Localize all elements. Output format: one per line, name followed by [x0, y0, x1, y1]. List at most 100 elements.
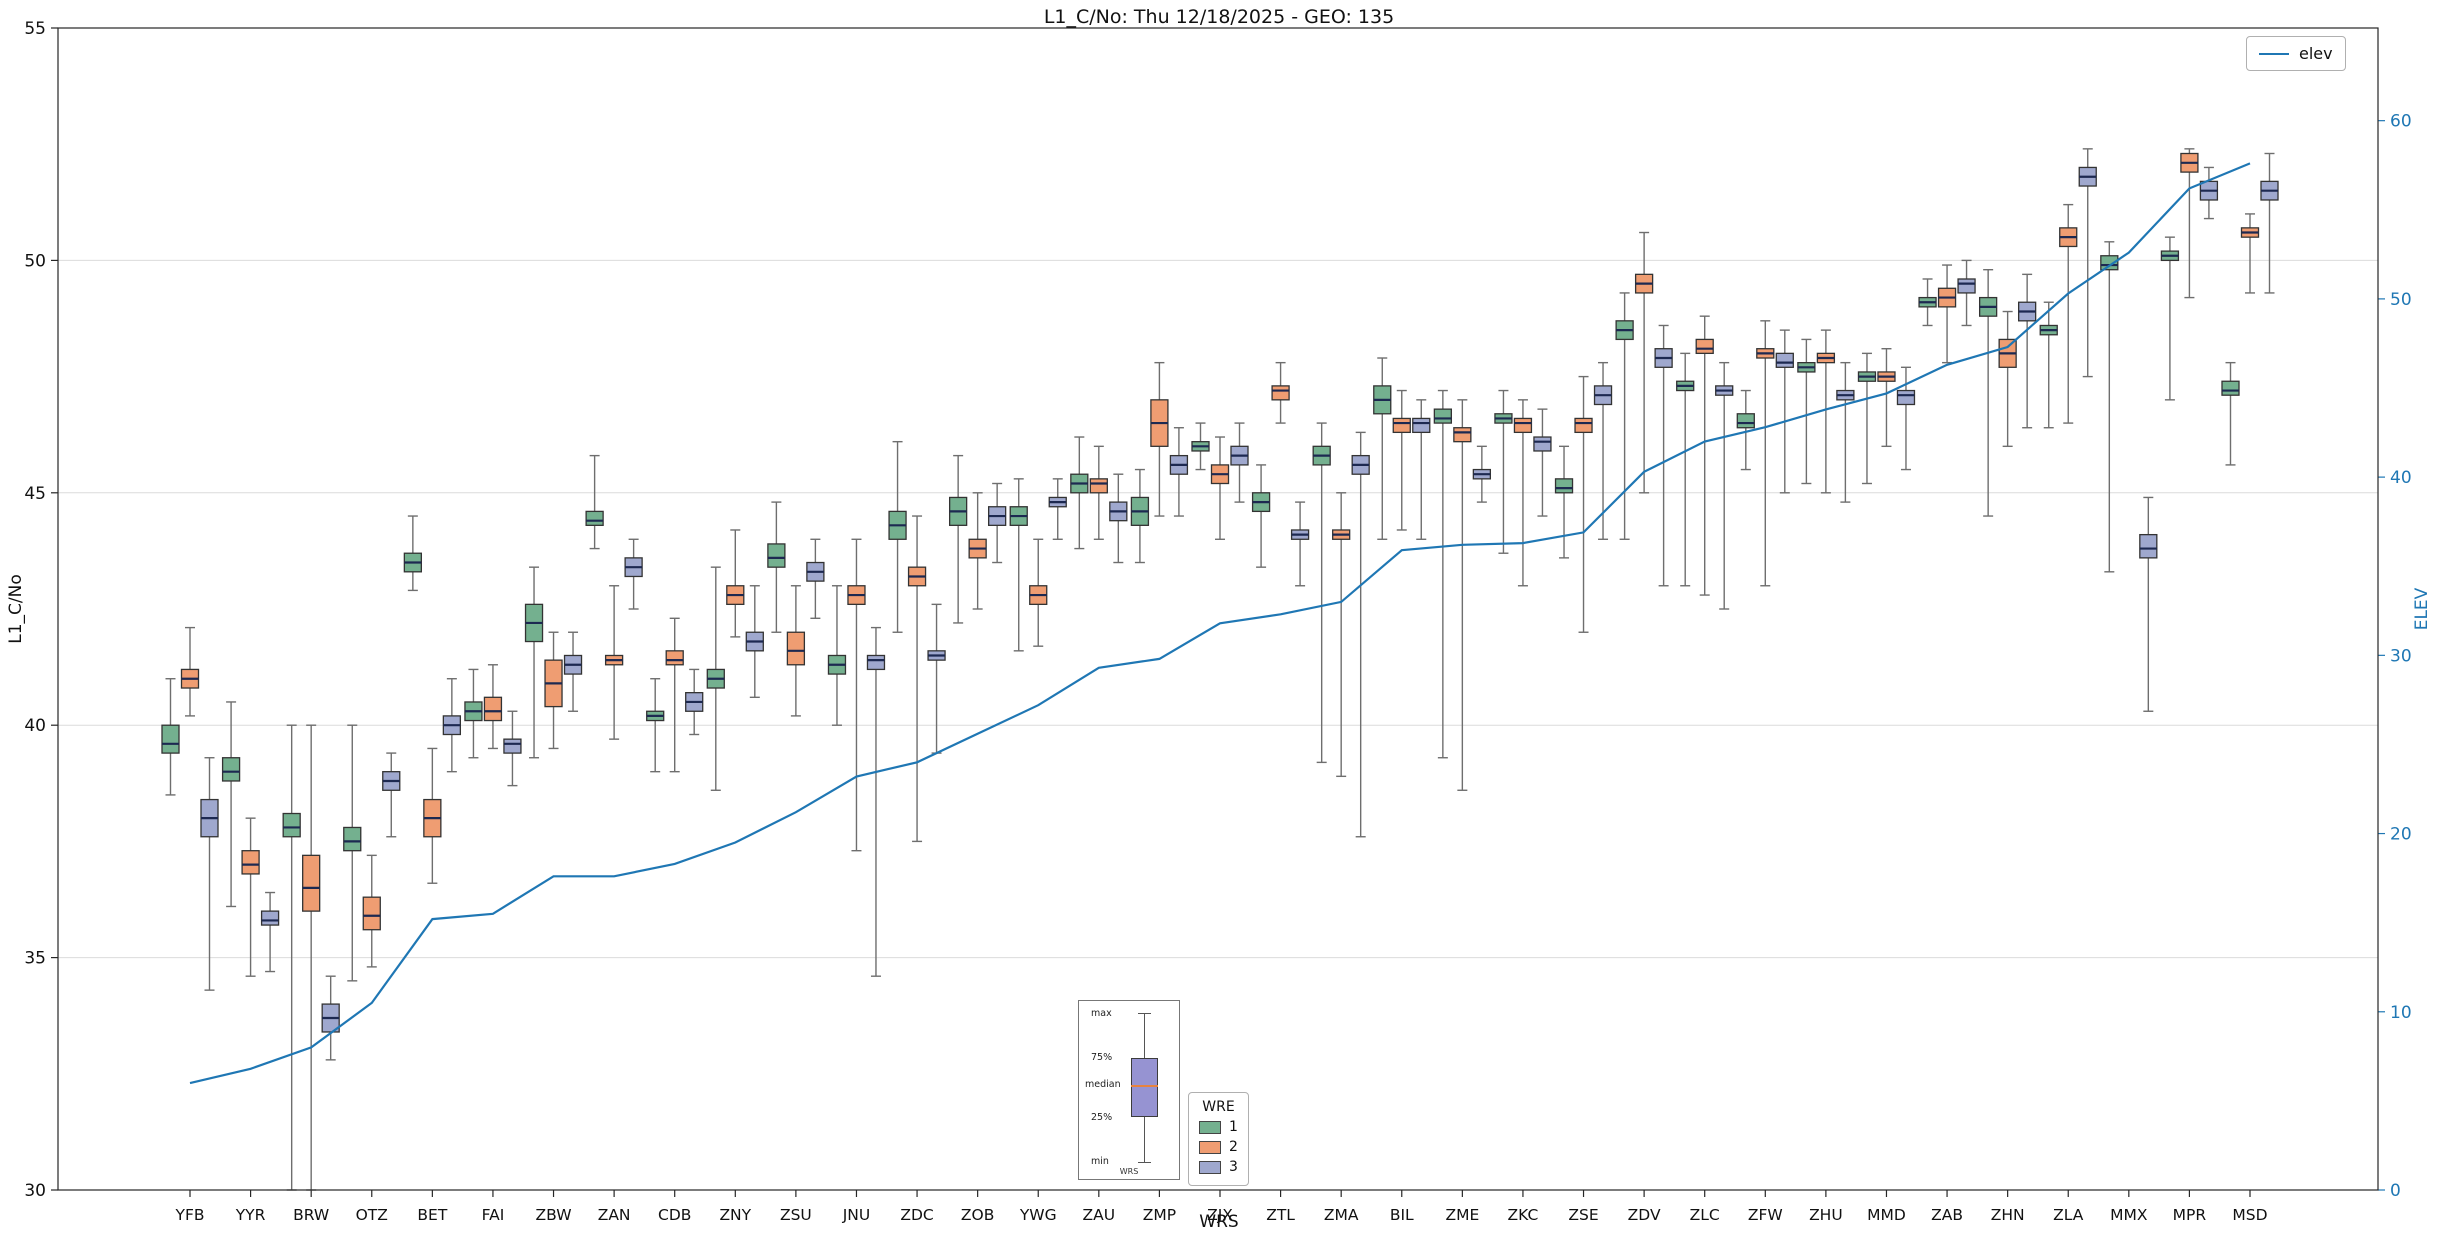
x-tick-label: CDB — [658, 1206, 691, 1224]
x-tick-label: MSD — [2232, 1206, 2267, 1224]
inset-label-median: median — [1085, 1079, 1121, 1090]
inset-caption: WRS — [1119, 1167, 1139, 1176]
box — [2221, 380, 2240, 396]
x-tick-label: YYR — [235, 1206, 266, 1224]
y-tick-label-left: 55 — [24, 19, 46, 39]
box — [241, 850, 260, 875]
y-axis-label-right: ELEV — [2412, 587, 2432, 631]
box — [1695, 338, 1714, 355]
box — [1453, 427, 1472, 443]
y-tick-label-right: 40 — [2390, 468, 2412, 488]
x-tick-label: ZNY — [719, 1206, 751, 1224]
x-tick-label: JNU — [842, 1206, 871, 1224]
box — [786, 631, 806, 666]
x-tick-label: ZMP — [1143, 1206, 1176, 1224]
x-tick-label: MPR — [2173, 1206, 2207, 1224]
x-tick-label: ZLC — [1690, 1206, 1720, 1224]
box — [161, 724, 180, 754]
box — [1574, 417, 1593, 434]
box — [767, 543, 786, 568]
boxplot-anatomy-inset: max 75% median 25% min WRS — [1078, 1000, 1180, 1180]
box — [1089, 478, 1108, 494]
x-tick-label: ZHU — [1809, 1206, 1843, 1224]
elev-legend-label: elev — [2299, 44, 2333, 63]
y-axis-label-left: L1_C/No — [6, 574, 26, 644]
box — [282, 812, 301, 838]
y-tick-label-left: 50 — [24, 251, 46, 271]
y-tick-label-right: 30 — [2390, 646, 2412, 666]
x-tick-label: OTZ — [356, 1206, 388, 1224]
elev-legend: elev — [2246, 36, 2346, 71]
x-tick-label: ZMA — [1324, 1206, 1359, 1224]
axes-frame — [57, 27, 2379, 1191]
x-tick-label: ZME — [1445, 1206, 1479, 1224]
x-tick-label: ZAB — [1931, 1206, 1963, 1224]
x-tick-label: ZSE — [1568, 1206, 1598, 1224]
x-tick-label: ZKC — [1508, 1206, 1539, 1224]
box — [1775, 352, 1794, 368]
wre-2-label: 2 — [1229, 1139, 1238, 1155]
inset-label-max: max — [1091, 1008, 1112, 1019]
wre-legend-entry-2: 2 — [1199, 1139, 1238, 1155]
y-tick-label-right: 60 — [2390, 112, 2412, 132]
box — [585, 510, 604, 526]
wre-legend-entry-3: 3 — [1199, 1159, 1238, 1175]
y-tick-label-right: 0 — [2390, 1181, 2401, 1201]
inset-box — [1131, 1058, 1158, 1117]
box — [866, 654, 886, 671]
x-tick-label: FAI — [482, 1206, 505, 1224]
elev-line-swatch — [2259, 52, 2289, 55]
box — [1392, 417, 1411, 434]
x-tick-label: ZDV — [1628, 1206, 1661, 1224]
chart-title: L1_C/No: Thu 12/18/2025 - GEO: 135 — [1043, 6, 1395, 28]
box — [2139, 533, 2158, 559]
box — [221, 757, 241, 782]
box — [483, 696, 503, 722]
box — [260, 910, 280, 926]
x-tick-label: ZBW — [536, 1206, 572, 1224]
box — [362, 896, 381, 931]
x-tick-label: MMX — [2110, 1206, 2148, 1224]
inset-label-75: 75% — [1091, 1052, 1113, 1063]
x-tick-label: ZJX — [1207, 1206, 1233, 1224]
x-tick-label: ZHN — [1991, 1206, 2025, 1224]
y-tick-label-left: 30 — [24, 1181, 46, 1201]
y-tick-label-left: 45 — [24, 484, 46, 504]
wre-2-swatch — [1199, 1140, 1221, 1154]
y-tick-label-right: 20 — [2390, 825, 2412, 845]
wre-legend-title: WRE — [1202, 1099, 1235, 1115]
x-tick-label: YFB — [174, 1206, 204, 1224]
wre-1-label: 1 — [1229, 1119, 1238, 1135]
box — [1433, 408, 1453, 424]
x-tick-label: BRW — [293, 1206, 329, 1224]
box — [302, 854, 321, 912]
inset-label-min: min — [1091, 1156, 1109, 1167]
inset-label-25: 25% — [1091, 1112, 1113, 1123]
box — [1554, 478, 1574, 494]
wre-3-label: 3 — [1229, 1159, 1238, 1175]
y-tick-label-right: 10 — [2390, 1003, 2412, 1023]
x-tick-label: BET — [417, 1206, 447, 1224]
box — [1896, 389, 1916, 406]
box — [1533, 436, 1552, 452]
box — [343, 826, 362, 852]
box — [1412, 417, 1431, 434]
elev-line — [189, 162, 2251, 1085]
x-tick-label: ZOB — [961, 1206, 994, 1224]
wre-3-swatch — [1199, 1160, 1221, 1174]
wre-legend-entry-1: 1 — [1199, 1119, 1238, 1135]
box — [665, 650, 684, 666]
x-tick-label: MMD — [1867, 1206, 1906, 1224]
x-tick-label: YWG — [1019, 1206, 1057, 1224]
box — [2100, 255, 2119, 271]
x-tick-label: ZAN — [598, 1206, 631, 1224]
x-tick-label: ZSU — [780, 1206, 812, 1224]
y-tick-label-left: 35 — [24, 949, 46, 969]
x-tick-label: ZFW — [1748, 1206, 1783, 1224]
x-tick-label: ZAU — [1083, 1206, 1116, 1224]
box — [1271, 385, 1290, 401]
inset-max-cap — [1138, 1013, 1151, 1014]
box — [503, 738, 522, 754]
inset-median-line — [1131, 1085, 1158, 1087]
